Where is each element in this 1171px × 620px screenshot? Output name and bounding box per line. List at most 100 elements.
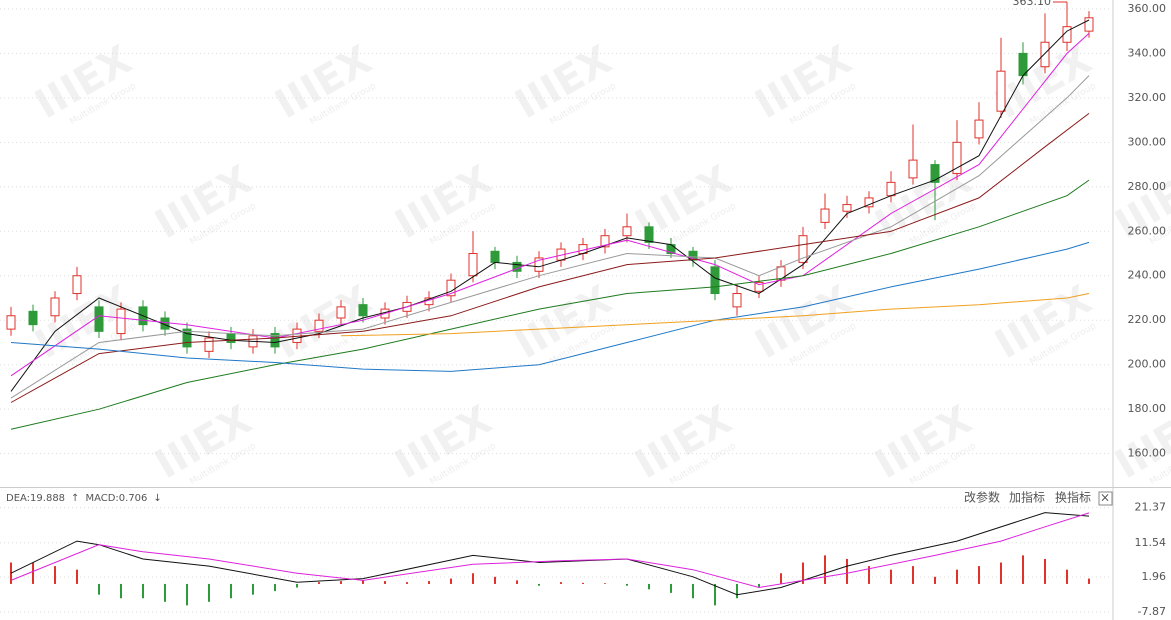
candle-body [930, 164, 940, 183]
candle-body [116, 308, 126, 335]
macd-bar [1088, 578, 1090, 584]
close-box[interactable] [1098, 491, 1113, 506]
candle-body [94, 306, 104, 332]
candle-body [996, 70, 1006, 112]
high-label: 363.10 [1013, 0, 1052, 8]
macd-bar [54, 566, 56, 584]
y-tick-label: 11.54 [1135, 536, 1167, 549]
macd-bar [846, 558, 848, 584]
macd-bar [516, 580, 518, 584]
macd-bar [802, 562, 804, 584]
macd-bar [978, 566, 980, 584]
macd-bar [1000, 562, 1002, 584]
macd-bar [186, 583, 188, 606]
y-tick-label: 300.00 [1128, 135, 1167, 148]
macd-bar [32, 562, 34, 584]
y-tick-label: 1.96 [1142, 570, 1167, 583]
indicator-button[interactable]: 换指标 [1055, 490, 1091, 505]
y-tick-label: 340.00 [1128, 46, 1167, 59]
candle-body [1084, 17, 1094, 32]
macd-bar [384, 581, 386, 584]
y-tick-label: 21.37 [1135, 501, 1167, 514]
candle-body [72, 275, 82, 295]
macd-bar [340, 581, 342, 584]
indicator-label: ↓ [153, 493, 161, 504]
line [10, 512, 1090, 596]
candle-body [204, 337, 214, 352]
macd-bar [406, 582, 408, 584]
macd-bar [362, 580, 364, 584]
macd-bar [604, 583, 606, 584]
macd-bar [714, 583, 716, 606]
line [10, 113, 1090, 403]
candle-body [534, 257, 544, 272]
candle-body [490, 250, 500, 263]
indicator-button[interactable]: 改参数 [964, 490, 1000, 505]
macd-bar [318, 582, 320, 584]
indicator-label: ↑ [71, 493, 79, 504]
y-tick-label: 280.00 [1128, 180, 1167, 193]
candle-body [820, 208, 830, 223]
macd-bar [296, 583, 298, 588]
indicator-label: DEA:19.888 [6, 493, 65, 504]
macd-bar [252, 583, 254, 595]
macd-bar [208, 583, 210, 602]
macd-bar [538, 583, 540, 586]
candle-body [622, 226, 632, 237]
macd-bar [736, 583, 738, 599]
y-tick-label: 240.00 [1128, 269, 1167, 282]
candle-body [864, 197, 874, 208]
candle-body [1040, 41, 1050, 68]
macd-bar [582, 582, 584, 584]
indicator-button[interactable]: 加指标 [1009, 490, 1045, 505]
candle-body [688, 250, 698, 261]
candle-body [28, 310, 38, 326]
macd-bar [274, 583, 276, 592]
candle-body [446, 279, 456, 297]
macd-bar [494, 576, 496, 584]
macd-bar [98, 583, 100, 595]
macd-bar [912, 566, 914, 584]
macd-bar [868, 566, 870, 584]
macd-bar [428, 581, 430, 584]
candle-body [6, 315, 16, 330]
candle-body [270, 333, 280, 348]
macd-bar [648, 583, 650, 590]
macd-bar [1066, 569, 1068, 584]
macd-bar [120, 583, 122, 599]
line [10, 75, 1090, 399]
macd-bar [780, 573, 782, 584]
y-tick-label: 320.00 [1128, 91, 1167, 104]
candle-body [908, 159, 918, 179]
candle-body [710, 266, 720, 295]
candle-body [336, 306, 346, 319]
line [10, 19, 1090, 392]
candle-body [468, 253, 478, 277]
candle-body [842, 204, 852, 212]
candle-body [952, 141, 962, 174]
candle-body [182, 328, 192, 348]
candle-body [974, 119, 984, 139]
y-tick-label: 260.00 [1128, 224, 1167, 237]
macd-bar [670, 583, 672, 593]
macd-bar [560, 582, 562, 584]
y-tick-label: 220.00 [1128, 313, 1167, 326]
line [340, 293, 1090, 337]
indicator-button[interactable]: × [1100, 491, 1110, 505]
indicator-label: MACD:0.706 [85, 493, 147, 504]
line [10, 512, 1090, 589]
macd-bar [758, 583, 760, 588]
macd-bar [956, 569, 958, 584]
candle-body [314, 319, 324, 332]
y-tick-label: -7.87 [1138, 605, 1166, 618]
y-tick-label: 360.00 [1128, 2, 1167, 15]
line [10, 179, 1090, 430]
candle-body [600, 235, 610, 248]
macd-bar [1022, 555, 1024, 584]
macd-bar [164, 583, 166, 602]
macd-bar [626, 583, 628, 586]
macd-bar [472, 573, 474, 584]
macd-bar [1044, 558, 1046, 584]
